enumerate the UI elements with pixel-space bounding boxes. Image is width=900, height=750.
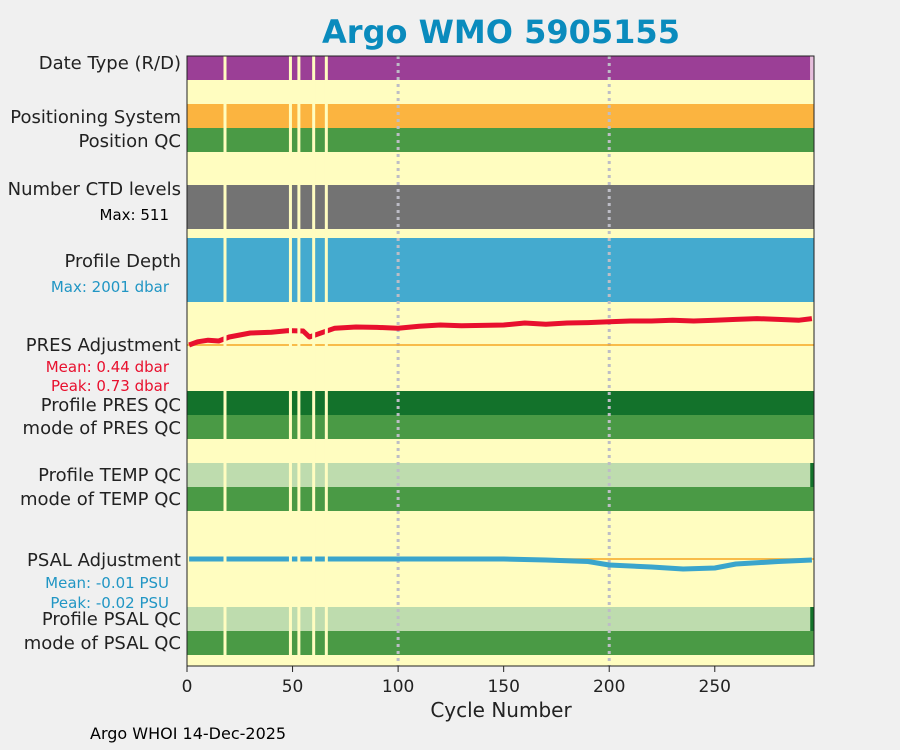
plot-frame [186,55,815,667]
psal-adjustment-line [189,556,813,572]
row-bar-mode_pres_qc [187,415,814,439]
row-label-profile_temp_qc: Profile TEMP QC [38,465,181,486]
x-tick-label-250: 250 [699,677,731,697]
row-bar-end-date_type [810,56,814,80]
row-label-position_qc: Position QC [78,131,181,152]
row-labels: Date Type (R/D) Positioning System Positio… [8,53,181,654]
missing-cycle-66 [324,56,328,666]
footer-credit: Argo WHOI 14-Dec-2025 [90,724,287,743]
row-bar-positioning [187,104,814,128]
row-label-profile_psal_qc: Profile PSAL QC [42,609,181,630]
row-sublabel-psal_adjustment: Mean: -0.01 PSU [45,574,169,592]
row-sublabel2-pres_adjustment: Peak: 0.73 dbar [51,377,170,395]
row-label-positioning: Positioning System [10,107,181,128]
row-label-pres_adjustment: PRES Adjustment [26,335,181,356]
row-label-mode_psal_qc: mode of PSAL QC [24,633,181,654]
row-bar-profile_temp_qc [187,463,811,487]
row-sublabel2-psal_adjustment: Peak: -0.02 PSU [50,594,169,612]
chart-title: Argo WMO 5905155 [322,13,680,51]
row-bar-profile_depth [187,238,814,302]
missing-cycle-60 [312,56,316,666]
pres-adjustment-line [188,316,813,348]
row-label-mode_pres_qc: mode of PRES QC [23,418,181,439]
x-tick-label-150: 150 [487,677,519,697]
row-label-psal_adjustment: PSAL Adjustment [27,550,181,571]
row-label-profile_pres_qc: Profile PRES QC [41,395,181,416]
x-axis-label: Cycle Number [430,698,572,722]
row-bar-date_type [187,56,811,80]
row-bar-profile_psal_qc [187,607,811,631]
x-tick-label-200: 200 [593,677,625,697]
x-tick-label-0: 0 [182,677,193,697]
row-bar-ctd_levels [187,185,814,229]
row-sublabel-ctd_levels: Max: 511 [100,206,169,224]
missing-cycle-53 [297,56,301,666]
row-label-profile_depth: Profile Depth [64,251,181,272]
row-label-date_type: Date Type (R/D) [39,53,181,74]
x-tick-label-50: 50 [282,677,304,697]
row-bar-mode_psal_qc [187,631,814,655]
missing-cycle-18 [223,56,227,666]
row-label-mode_temp_qc: mode of TEMP QC [20,489,181,510]
row-bar-position_qc [187,128,814,152]
missing-cycle-markers [223,56,328,666]
row-bar-mode_temp_qc [187,487,814,511]
x-tick-label-100: 100 [382,677,414,697]
missing-cycle-49 [288,56,292,666]
row-bar-end-profile_psal_qc [810,607,814,631]
row-sublabel-pres_adjustment: Mean: 0.44 dbar [46,358,170,376]
row-bar-profile_pres_qc [187,391,814,415]
row-bar-end-profile_temp_qc [810,463,814,487]
x-axis: 0 50 100 150 200 250 [182,666,731,697]
row-label-ctd_levels: Number CTD levels [8,179,181,200]
row-sublabel-profile_depth: Max: 2001 dbar [51,278,170,296]
